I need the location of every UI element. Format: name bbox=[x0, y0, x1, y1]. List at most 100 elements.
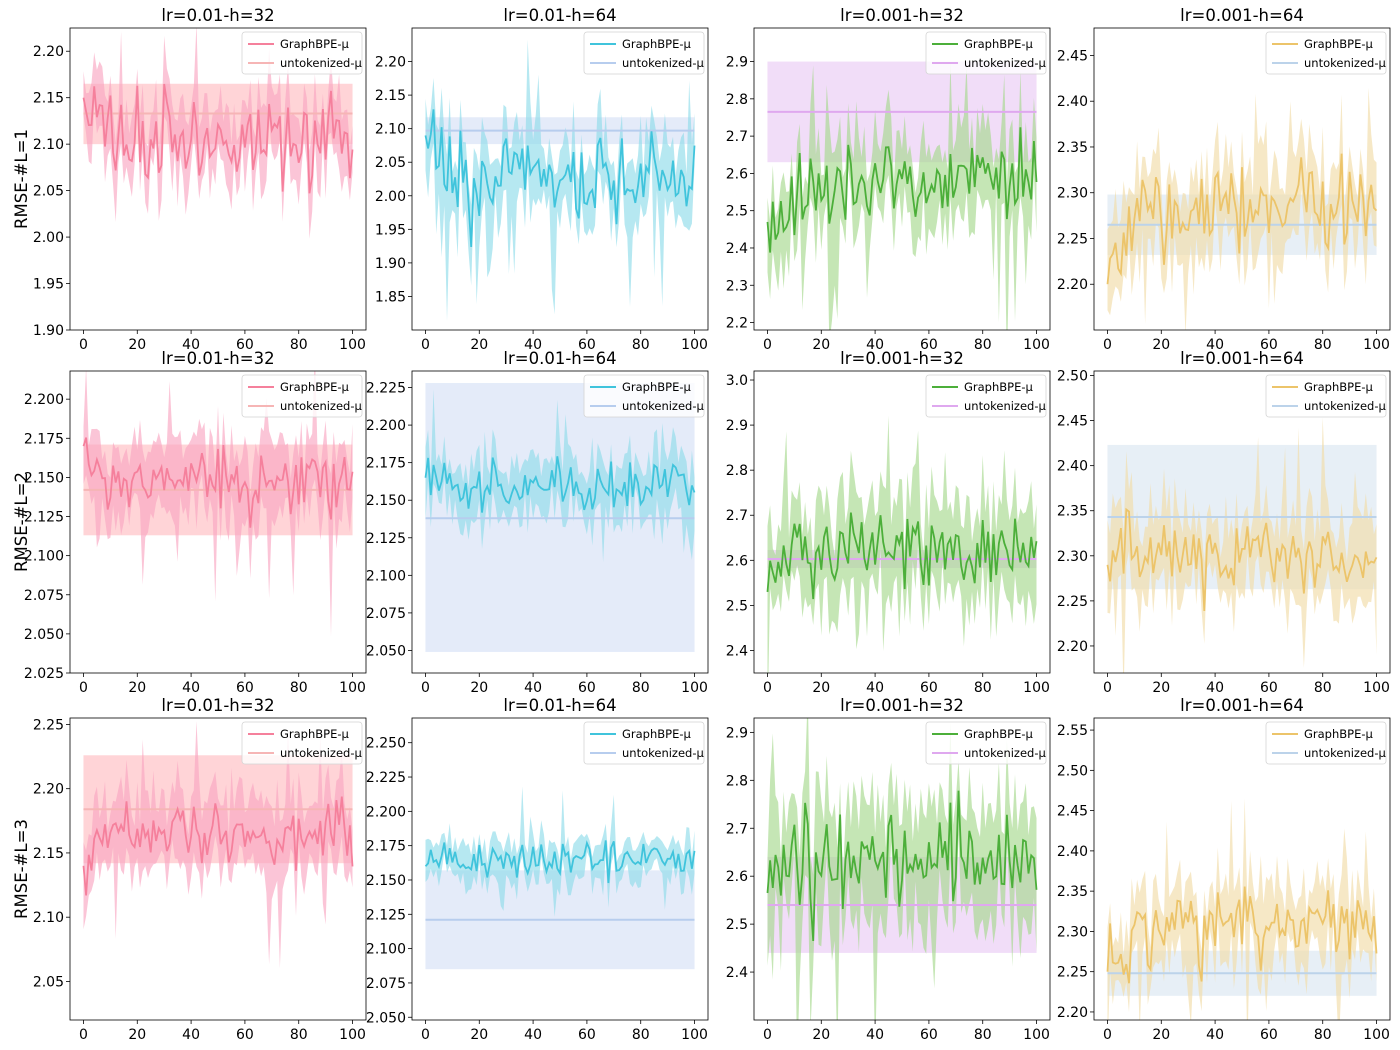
legend-label: GraphBPE-μ bbox=[964, 37, 1034, 51]
y-tick-label: 1.95 bbox=[33, 277, 64, 293]
legend-label: GraphBPE-μ bbox=[622, 380, 692, 394]
axes-frame bbox=[1093, 370, 1391, 674]
subplot: lr=0.001-h=64 0 20 40 60 80 100 2.20 2.25 2.30 2.3… bbox=[1057, 349, 1391, 696]
legend: GraphBPE-μ untokenized-μ bbox=[583, 31, 704, 75]
x-tick-label: 60 bbox=[578, 1027, 596, 1043]
y-tick-label: 1.95 bbox=[375, 222, 406, 238]
axes-frame bbox=[69, 717, 367, 1021]
series-line bbox=[1106, 886, 1378, 984]
y-tick-label: 2.225 bbox=[366, 381, 406, 397]
y-tick-label: 2.30 bbox=[1057, 186, 1088, 202]
plot-area bbox=[1106, 798, 1378, 1020]
x-tick-label: 0 bbox=[1103, 680, 1112, 696]
subplot: lr=0.01-h=64 0 20 40 60 80 100 2.050 2.075 2.100 2… bbox=[366, 696, 709, 1043]
y-tick-label: 2.5 bbox=[726, 917, 748, 933]
axes-frame bbox=[1093, 717, 1391, 1021]
x-tick-label: 0 bbox=[763, 680, 772, 696]
y-tick-label: 2.125 bbox=[24, 510, 64, 526]
panel-title: lr=0.001-h=32 bbox=[840, 349, 964, 368]
y-tick-label: 2.40 bbox=[1057, 94, 1088, 110]
legend: GraphBPE-μ untokenized-μ bbox=[241, 374, 362, 418]
y-tick-label: 2.050 bbox=[366, 643, 406, 659]
y-tick-label: 2.40 bbox=[1057, 459, 1088, 475]
series-band bbox=[767, 60, 1037, 330]
plot-area bbox=[766, 415, 1038, 673]
legend-label: untokenized-μ bbox=[622, 746, 704, 760]
y-tick-label: 2.075 bbox=[366, 976, 406, 992]
plot-area bbox=[424, 786, 696, 970]
plot-area bbox=[424, 39, 696, 322]
y-tick-label: 2.55 bbox=[1057, 723, 1088, 739]
y-tick-label: 2.4 bbox=[726, 965, 748, 981]
legend: GraphBPE-μ untokenized-μ bbox=[1265, 31, 1386, 75]
x-tick-label: 80 bbox=[290, 680, 308, 696]
x-tick-label: 80 bbox=[632, 680, 650, 696]
legend: GraphBPE-μ untokenized-μ bbox=[925, 721, 1046, 765]
y-tick-label: 2.175 bbox=[366, 839, 406, 855]
x-tick-label: 100 bbox=[339, 1027, 366, 1043]
y-tick-label: 2.25 bbox=[1057, 594, 1088, 610]
y-tick-label: 2.6 bbox=[726, 166, 748, 182]
y-tick-label: 2.15 bbox=[33, 91, 64, 107]
legend-label: GraphBPE-μ bbox=[280, 37, 350, 51]
x-tick-label: 0 bbox=[763, 337, 772, 353]
panel-title: lr=0.01-h=32 bbox=[161, 349, 274, 368]
plot-area bbox=[82, 371, 354, 637]
series-band bbox=[1107, 87, 1377, 330]
panel-title: lr=0.01-h=32 bbox=[161, 6, 274, 25]
y-tick-label: 2.25 bbox=[1057, 231, 1088, 247]
axes-frame bbox=[411, 717, 709, 1021]
x-tick-label: 100 bbox=[1363, 337, 1390, 353]
y-tick-label: 2.30 bbox=[1057, 549, 1088, 565]
y-tick-label: 2.8 bbox=[726, 463, 748, 479]
legend: GraphBPE-μ untokenized-μ bbox=[583, 721, 704, 765]
y-tick-label: 2.075 bbox=[24, 588, 64, 604]
legend-label: untokenized-μ bbox=[280, 56, 362, 70]
y-tick-label: 2.100 bbox=[366, 942, 406, 958]
x-tick-label: 60 bbox=[920, 680, 938, 696]
y-tick-label: 2.20 bbox=[1057, 639, 1088, 655]
y-tick-label: 2.200 bbox=[24, 392, 64, 408]
series-band bbox=[1107, 417, 1377, 673]
x-tick-label: 100 bbox=[339, 680, 366, 696]
x-tick-label: 40 bbox=[524, 680, 542, 696]
y-tick-label: 2.05 bbox=[375, 155, 406, 171]
panel-title: lr=0.001-h=64 bbox=[1180, 696, 1304, 715]
y-tick-label: 2.150 bbox=[24, 470, 64, 486]
x-tick-label: 100 bbox=[681, 1027, 708, 1043]
x-tick-label: 80 bbox=[1314, 680, 1332, 696]
y-tick-label: 2.45 bbox=[1057, 48, 1088, 64]
y-tick-label: 2.9 bbox=[726, 418, 748, 434]
series-band bbox=[1107, 798, 1377, 1020]
legend-label: GraphBPE-μ bbox=[1304, 380, 1374, 394]
y-tick-label: 2.175 bbox=[24, 431, 64, 447]
axes-frame bbox=[753, 370, 1051, 674]
legend-label: GraphBPE-μ bbox=[1304, 727, 1374, 741]
plot-area bbox=[1106, 87, 1378, 330]
y-tick-label: 2.6 bbox=[726, 553, 748, 569]
subplot: lr=0.001-h=64 0 20 40 60 80 100 2.20 2.25 2.30 2.3… bbox=[1057, 696, 1391, 1043]
legend-label: GraphBPE-μ bbox=[280, 380, 350, 394]
y-tick-label: 2.025 bbox=[24, 666, 64, 682]
plot-area bbox=[1106, 417, 1378, 673]
series-line bbox=[82, 83, 354, 194]
x-tick-label: 0 bbox=[79, 680, 88, 696]
legend: GraphBPE-μ untokenized-μ bbox=[241, 31, 362, 75]
x-tick-label: 100 bbox=[339, 337, 366, 353]
x-tick-label: 0 bbox=[421, 680, 430, 696]
x-tick-label: 80 bbox=[290, 1027, 308, 1043]
x-tick-label: 80 bbox=[1314, 337, 1332, 353]
y-tick-label: 2.30 bbox=[1057, 924, 1088, 940]
axes-frame bbox=[411, 27, 709, 331]
y-tick-label: 2.8 bbox=[726, 92, 748, 108]
x-tick-label: 40 bbox=[182, 1027, 200, 1043]
legend-label: GraphBPE-μ bbox=[964, 380, 1034, 394]
x-tick-label: 100 bbox=[681, 680, 708, 696]
plot-area bbox=[424, 383, 696, 652]
subplot: lr=0.001-h=32 0 20 40 60 80 100 2.4 2.5 2.6 2.7 2.8… bbox=[726, 349, 1051, 696]
legend: GraphBPE-μ untokenized-μ bbox=[925, 31, 1046, 75]
legend-label: GraphBPE-μ bbox=[622, 37, 692, 51]
legend-label: untokenized-μ bbox=[280, 399, 362, 413]
axes-frame bbox=[69, 27, 367, 331]
subplot: lr=0.01-h=32 0 20 40 60 80 100 2.05 2.10 2.15 2.20… bbox=[33, 696, 367, 1043]
